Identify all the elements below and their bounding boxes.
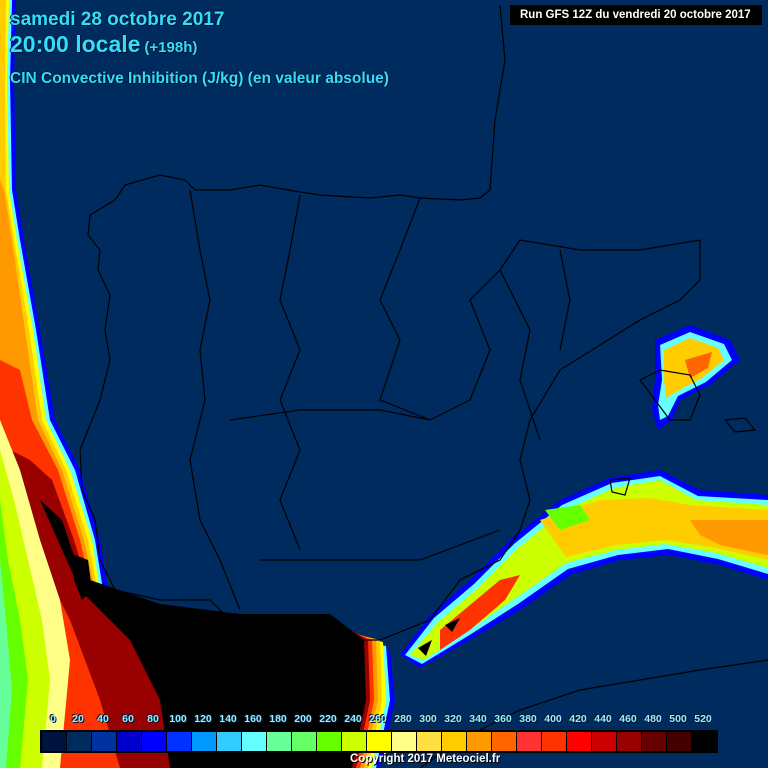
legend-label: 0 <box>50 713 56 725</box>
legend-swatch <box>517 732 541 751</box>
legend-swatch <box>342 732 366 751</box>
balearic-cin-field <box>652 325 740 430</box>
copyright-notice: Copyright 2017 Meteociel.fr <box>350 753 501 765</box>
legend-swatch <box>592 732 616 751</box>
legend-swatch <box>192 732 216 751</box>
legend-label: 220 <box>319 713 337 725</box>
legend-label: 260 <box>369 713 387 725</box>
forecast-time-label: 20:00 locale <box>10 31 141 57</box>
legend-label: 80 <box>147 713 159 725</box>
legend-swatch <box>217 732 241 751</box>
legend-label: 100 <box>169 713 187 725</box>
legend-label: 500 <box>669 713 687 725</box>
legend-label: 160 <box>244 713 262 725</box>
legend-label: 180 <box>269 713 287 725</box>
mediterranean-cin-field <box>400 470 768 668</box>
legend-label: 520 <box>694 713 712 725</box>
legend-swatch <box>642 732 666 751</box>
legend-swatch <box>292 732 316 751</box>
legend-label: 360 <box>494 713 512 725</box>
legend-swatch <box>442 732 466 751</box>
legend-swatch <box>692 732 716 751</box>
legend-swatch <box>667 732 691 751</box>
model-run-label: Run GFS 12Z du vendredi 20 octobre 2017 <box>510 5 762 25</box>
legend-swatch <box>67 732 91 751</box>
legend-label: 140 <box>219 713 237 725</box>
legend-swatch <box>167 732 191 751</box>
legend-label: 420 <box>569 713 587 725</box>
legend-swatch <box>242 732 266 751</box>
legend-label: 480 <box>644 713 662 725</box>
legend-swatch <box>267 732 291 751</box>
legend-label: 200 <box>294 713 312 725</box>
legend-label: 400 <box>544 713 562 725</box>
legend-label: 320 <box>444 713 462 725</box>
legend-label: 280 <box>394 713 412 725</box>
forecast-time: 20:00 locale (+198h) <box>10 31 197 58</box>
forecast-offset: (+198h) <box>144 39 198 56</box>
legend-swatch <box>142 732 166 751</box>
legend-swatch <box>42 732 66 751</box>
legend-label: 60 <box>122 713 134 725</box>
legend-swatch <box>492 732 516 751</box>
parameter-title: CIN Convective Inhibition (J/kg) (en val… <box>10 70 389 87</box>
legend-swatch <box>467 732 491 751</box>
legend-label: 380 <box>519 713 537 725</box>
legend-label: 40 <box>97 713 109 725</box>
legend-label: 440 <box>594 713 612 725</box>
legend-label: 240 <box>344 713 362 725</box>
atlantic-cin-field <box>0 0 395 768</box>
legend-label: 340 <box>469 713 487 725</box>
legend-swatch <box>417 732 441 751</box>
legend-swatch <box>117 732 141 751</box>
legend-swatch <box>567 732 591 751</box>
legend-label: 20 <box>72 713 84 725</box>
legend-swatch <box>617 732 641 751</box>
legend-swatch <box>317 732 341 751</box>
legend-swatch <box>392 732 416 751</box>
legend-swatch <box>367 732 391 751</box>
legend-swatch <box>92 732 116 751</box>
legend-labels: 0 20 40 60 80 100 120 140 160 180 200 220 240 260 280 3… <box>40 713 716 727</box>
color-legend <box>40 730 718 753</box>
legend-label: 460 <box>619 713 637 725</box>
legend-label: 300 <box>419 713 437 725</box>
forecast-date: samedi 28 octobre 2017 <box>10 9 225 30</box>
legend-swatch <box>542 732 566 751</box>
legend-label: 120 <box>194 713 212 725</box>
